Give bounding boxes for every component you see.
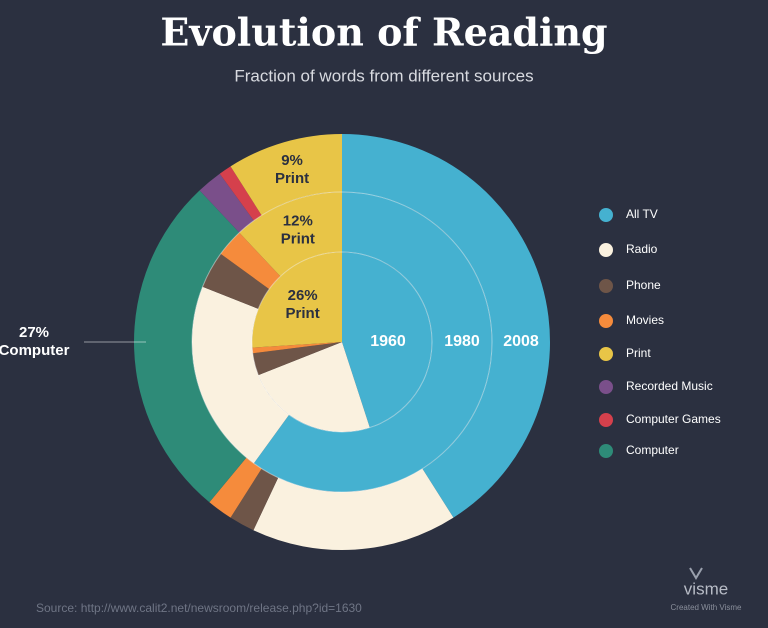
legend-swatch: [599, 413, 613, 427]
ring-segment: [202, 253, 270, 309]
legend-swatch: [599, 208, 613, 222]
ring-segment: [252, 342, 342, 376]
ring-segment: [209, 457, 262, 518]
brand-note: Created With Visme: [671, 603, 743, 612]
chart-subtitle: Fraction of words from different sources: [234, 66, 533, 85]
ring-segment: [252, 252, 342, 348]
ring-label: 1980: [444, 333, 480, 350]
ring-divider: [191, 191, 493, 493]
value-label: 9%: [281, 152, 303, 169]
value-label-category: Computer: [0, 342, 70, 359]
ring-segment: [252, 342, 342, 354]
logo-icon: [689, 567, 703, 580]
brand-logo: visme Created With Visme: [671, 567, 743, 612]
value-label-category: Print: [275, 170, 309, 187]
ring-divider: [251, 251, 433, 433]
legend-swatch: [599, 314, 613, 328]
legend-label: Print: [626, 346, 651, 360]
brand-name: visme: [684, 579, 728, 598]
ring-label: 2008: [503, 333, 539, 350]
ring-segment: [199, 173, 254, 233]
value-label: 12%: [283, 212, 313, 229]
value-label-category: Print: [281, 230, 315, 247]
legend-label: All TV: [626, 207, 658, 221]
legend-swatch: [599, 380, 613, 394]
legend-swatch: [599, 347, 613, 361]
ring-segment: [219, 166, 262, 221]
ring-segment: [342, 134, 550, 518]
ring-segment: [258, 342, 370, 432]
ring-segment: [239, 192, 342, 277]
legend-label: Recorded Music: [626, 379, 713, 393]
legend-label: Phone: [626, 278, 661, 292]
ring-label: 1960: [370, 333, 406, 350]
legend-label: Computer Games: [626, 412, 721, 426]
ring-segment: [230, 134, 342, 216]
legend-swatch: [599, 444, 613, 458]
legend-swatch: [599, 279, 613, 293]
legend-label: Radio: [626, 242, 658, 256]
ring-segment: [230, 468, 279, 531]
legend-label: Computer: [626, 443, 679, 457]
ring-segment: [342, 252, 433, 428]
ring-segment: [253, 468, 454, 550]
value-label: 26%: [288, 287, 318, 304]
ring-segment: [191, 286, 290, 464]
ring-segment: [253, 192, 493, 492]
chart-title: Evolution of Reading: [160, 10, 607, 55]
ring-segment: [220, 232, 281, 290]
ring-segment: [134, 190, 247, 503]
value-label-category: Print: [286, 305, 320, 322]
value-label: 27%: [19, 324, 49, 341]
source: Source: http://www.calit2.net/newsroom/r…: [36, 601, 362, 615]
legend-swatch: [599, 243, 613, 257]
legend-label: Movies: [626, 313, 664, 327]
